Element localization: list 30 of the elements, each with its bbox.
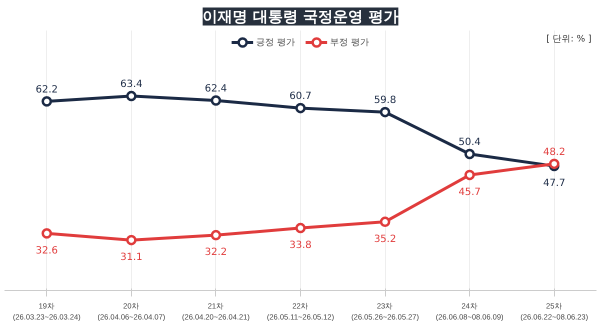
point (42, 228, 52, 239)
data-label: 50.4 (458, 137, 481, 148)
point (126, 90, 137, 102)
point (210, 95, 222, 106)
legend-label: 부정 평가 (330, 36, 369, 48)
point (295, 102, 306, 114)
data-label: 47.7 (543, 178, 566, 190)
point (464, 170, 475, 180)
data-label: 45.7 (458, 186, 481, 198)
data-label: 32.6 (36, 245, 58, 256)
data-label: 33.8 (289, 240, 312, 252)
data-label: 62.2 (36, 84, 58, 96)
data-label: 48.2 (543, 146, 566, 158)
data-label: 31.1 (120, 252, 142, 264)
data-label: 63.4 (120, 79, 142, 90)
point (126, 234, 137, 246)
chart-title: 이재명 대통령 국정운영 평가 (202, 8, 398, 26)
legend-label: 긍정 평가 (256, 36, 295, 48)
point (380, 106, 390, 118)
point (42, 96, 52, 107)
point (210, 230, 222, 240)
point (464, 148, 475, 160)
data-label: 62.4 (204, 84, 228, 94)
data-label: 35.2 (374, 234, 396, 245)
data-label: 32.2 (204, 247, 228, 258)
point (295, 222, 306, 234)
text: [ 단위: % ] (546, 34, 592, 44)
data-label: 59.8 (374, 95, 396, 106)
data-label: 60.7 (289, 91, 312, 102)
point (380, 216, 390, 228)
